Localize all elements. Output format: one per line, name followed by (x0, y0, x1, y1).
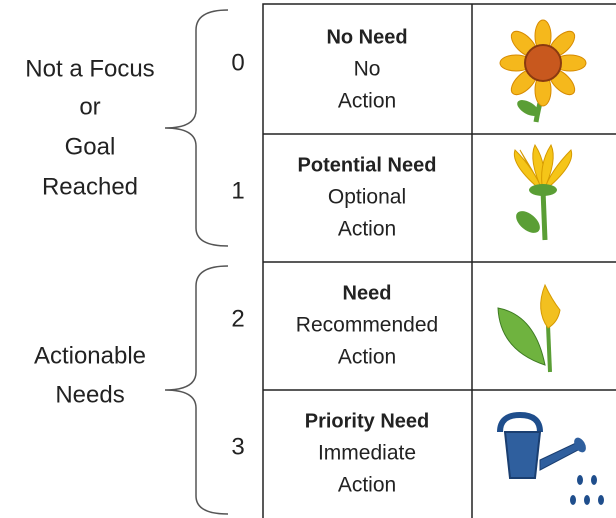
braces (164, 9, 229, 515)
bud-icon (497, 283, 561, 373)
group-label: Reached (42, 173, 138, 200)
level-number: 2 (231, 305, 244, 332)
row-title: Priority Need (305, 410, 429, 432)
sunflower-icon (499, 19, 587, 123)
watering-can-icon (497, 411, 604, 505)
group-label: or (79, 93, 100, 120)
level-number: 0 (231, 49, 244, 76)
row-title: Need (343, 282, 392, 304)
row-title: No Need (326, 26, 407, 48)
row-description: Optional (328, 186, 406, 209)
group-label: Actionable (34, 342, 146, 369)
row-description: Action (338, 90, 396, 113)
group-label: Needs (55, 381, 124, 408)
group-label: Goal (65, 133, 116, 160)
level-number: 3 (231, 433, 244, 460)
level-number: 1 (231, 177, 244, 204)
row-title: Potential Need (298, 154, 437, 176)
group-label: Not a Focus (25, 55, 154, 82)
table-grid (262, 3, 616, 518)
row-description: Action (338, 346, 396, 369)
row-description: Action (338, 474, 396, 497)
flower-icon (513, 143, 573, 241)
row-description: Immediate (318, 442, 416, 465)
row-description: Recommended (296, 314, 438, 337)
row-description: Action (338, 218, 396, 241)
row-description: No (354, 58, 381, 81)
